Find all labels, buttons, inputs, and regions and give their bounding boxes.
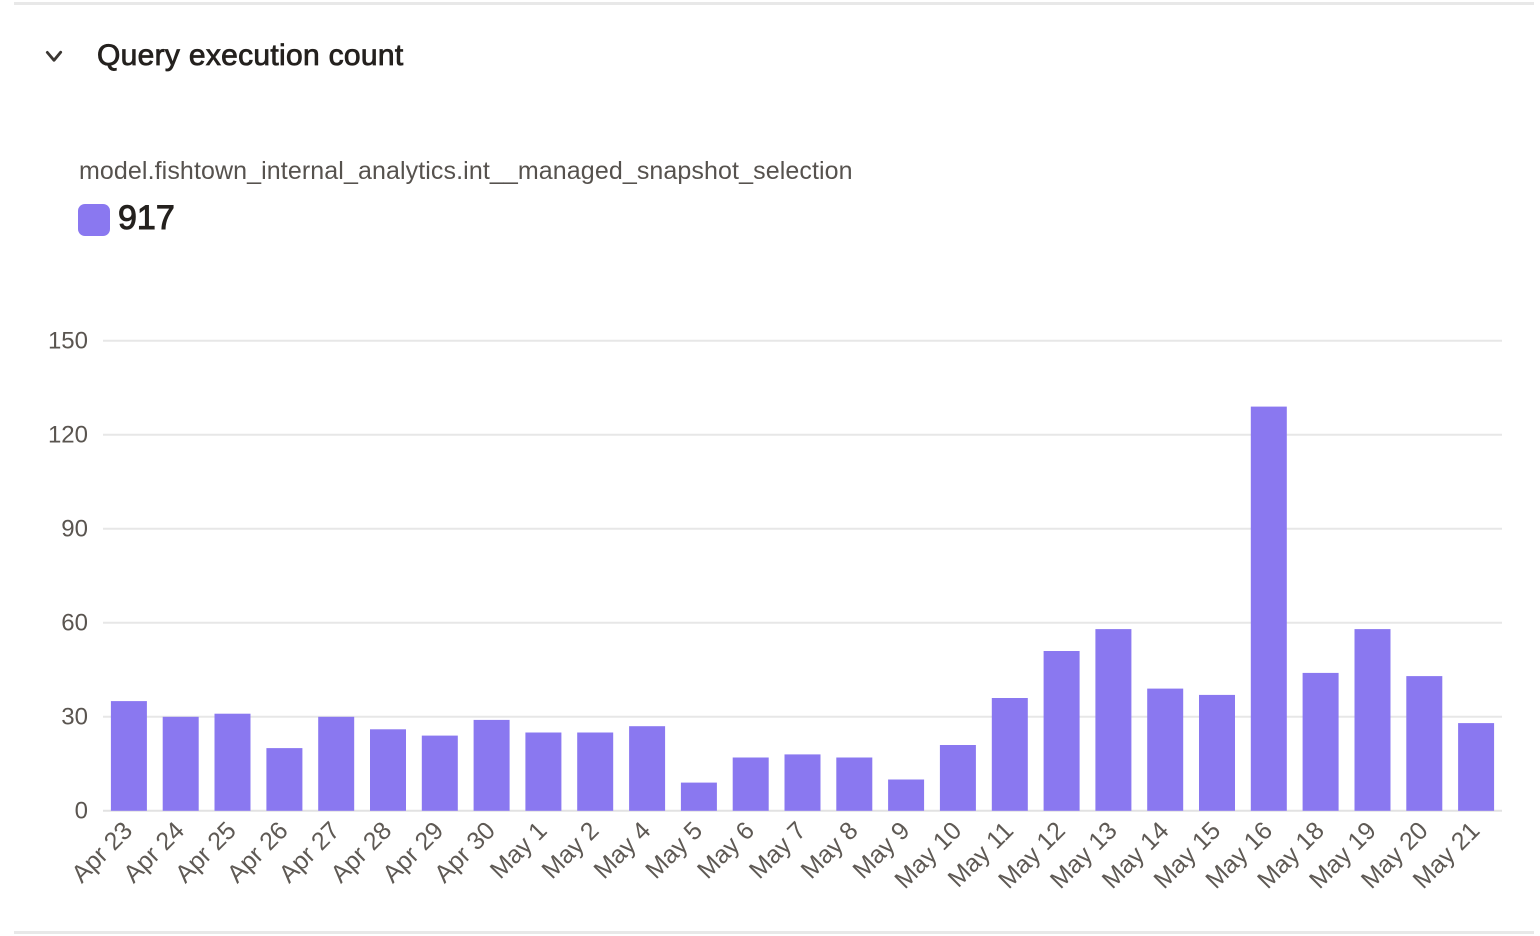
svg-text:30: 30 [61, 703, 88, 730]
svg-text:120: 120 [48, 421, 88, 448]
svg-text:May 8: May 8 [796, 816, 864, 884]
svg-text:0: 0 [75, 797, 88, 824]
svg-text:May 2: May 2 [536, 816, 604, 884]
svg-text:150: 150 [48, 327, 88, 354]
svg-text:May 5: May 5 [640, 816, 708, 884]
svg-text:May 4: May 4 [588, 816, 656, 884]
svg-text:90: 90 [61, 515, 88, 542]
svg-text:May 7: May 7 [744, 816, 812, 884]
svg-text:May 6: May 6 [692, 816, 760, 884]
svg-text:May 1: May 1 [485, 816, 553, 884]
svg-text:60: 60 [61, 609, 88, 636]
